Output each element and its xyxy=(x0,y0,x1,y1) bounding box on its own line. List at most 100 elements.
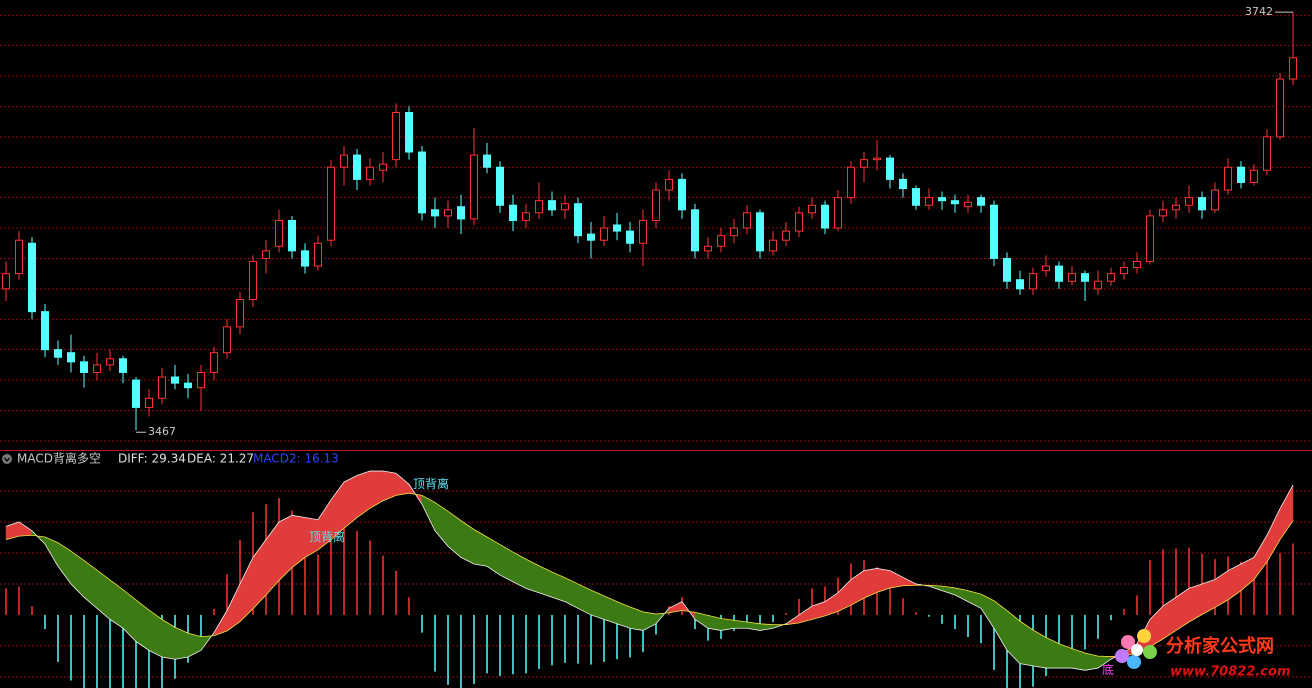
candle-body xyxy=(41,311,49,351)
candle-body xyxy=(535,200,543,214)
candle-body xyxy=(496,166,504,206)
candle-body xyxy=(444,209,452,217)
candle-body xyxy=(236,298,244,328)
candle-body xyxy=(353,154,361,180)
candle-body xyxy=(522,212,530,221)
watermark-title: 分析家公式网 xyxy=(1166,635,1274,657)
logo-petal xyxy=(1143,645,1157,659)
candle-body xyxy=(665,178,673,191)
candle-body xyxy=(834,197,842,229)
candle-body xyxy=(145,397,153,408)
candle-body xyxy=(106,358,114,366)
candle-body xyxy=(366,166,374,180)
candle-body xyxy=(1003,257,1011,282)
candle-body xyxy=(197,371,205,389)
candle-body xyxy=(327,166,335,241)
candle-body xyxy=(93,364,101,373)
candle-body xyxy=(249,260,257,300)
candle-body xyxy=(483,154,491,168)
dea-line xyxy=(5,492,1294,657)
candle-body xyxy=(886,157,894,180)
candle-body xyxy=(951,200,959,205)
candle-body xyxy=(1185,197,1193,206)
candle-body xyxy=(808,204,816,214)
candle-body xyxy=(2,273,10,290)
candle-body xyxy=(1159,209,1167,217)
candle-body xyxy=(1107,273,1115,282)
candle-body xyxy=(626,230,634,244)
candle-body xyxy=(600,227,608,241)
candle-body xyxy=(1094,280,1102,290)
candle-body xyxy=(340,154,348,168)
candle-body xyxy=(223,326,231,354)
indicator-icon-arrow xyxy=(4,457,10,463)
diff-line xyxy=(5,470,1294,671)
candle-body xyxy=(1068,273,1076,282)
candle-body xyxy=(639,219,647,244)
candle-body xyxy=(717,235,725,247)
candle-body xyxy=(847,166,855,199)
candle-body xyxy=(730,227,738,237)
candle-body xyxy=(782,230,790,241)
candle-body xyxy=(1276,78,1284,138)
candle-body xyxy=(171,376,179,384)
diff-label: DIFF: 29.34 xyxy=(118,452,186,466)
candle-body xyxy=(743,212,751,229)
candle-body xyxy=(158,376,166,399)
candle-body xyxy=(457,206,465,220)
watermark: 分析家公式网 www.70822.com xyxy=(1115,629,1291,680)
candle-body xyxy=(119,358,127,373)
candle-body xyxy=(431,209,439,217)
logo-petal xyxy=(1115,649,1129,663)
divergence-label: 顶背离 xyxy=(309,529,345,544)
watermark-url: www.70822.com xyxy=(1170,665,1291,680)
candle-body xyxy=(1133,260,1141,269)
candle-body xyxy=(1146,215,1154,262)
divergence-label: 底 xyxy=(1102,662,1114,677)
candle-body xyxy=(1042,265,1050,272)
price-annotation: 3467 xyxy=(148,425,176,438)
candle-body xyxy=(405,112,413,153)
candle-body xyxy=(132,379,140,408)
indicator-icon[interactable] xyxy=(2,454,12,464)
candle-body xyxy=(1016,279,1024,290)
candle-body xyxy=(977,197,985,206)
candle-body xyxy=(756,212,764,252)
candle-body xyxy=(1211,189,1219,211)
candle-body xyxy=(964,201,972,208)
candle-body xyxy=(509,204,517,221)
macd-label: MACD2: 16.13 xyxy=(253,452,339,466)
candle-body xyxy=(912,188,920,206)
candle-body xyxy=(262,250,270,259)
candle-body xyxy=(301,250,309,267)
candle-body xyxy=(938,197,946,202)
candle-body xyxy=(288,219,296,252)
candle-body xyxy=(1029,273,1037,290)
dea-label: DEA: 21.27 xyxy=(187,452,254,466)
candle-body xyxy=(275,219,283,247)
candle-body xyxy=(184,382,192,389)
candle-body xyxy=(314,242,322,267)
candle-body xyxy=(1081,273,1089,282)
candle-body xyxy=(1289,57,1297,80)
candle-body xyxy=(821,204,829,229)
candle-body xyxy=(418,151,426,214)
candle-body xyxy=(1263,136,1271,171)
candle-body xyxy=(1055,265,1063,282)
candle-body xyxy=(873,157,881,161)
candle-body xyxy=(379,163,387,171)
candle-body xyxy=(691,209,699,252)
candle-body xyxy=(1198,197,1206,211)
logo-center xyxy=(1131,644,1143,656)
logo-petal xyxy=(1127,655,1141,669)
logo-petal xyxy=(1137,629,1151,643)
candle-body xyxy=(860,159,868,168)
candle-body xyxy=(392,112,400,161)
candle-body xyxy=(470,154,478,220)
candle-body xyxy=(561,203,569,211)
candle-body xyxy=(899,178,907,190)
candle-body xyxy=(769,239,777,252)
